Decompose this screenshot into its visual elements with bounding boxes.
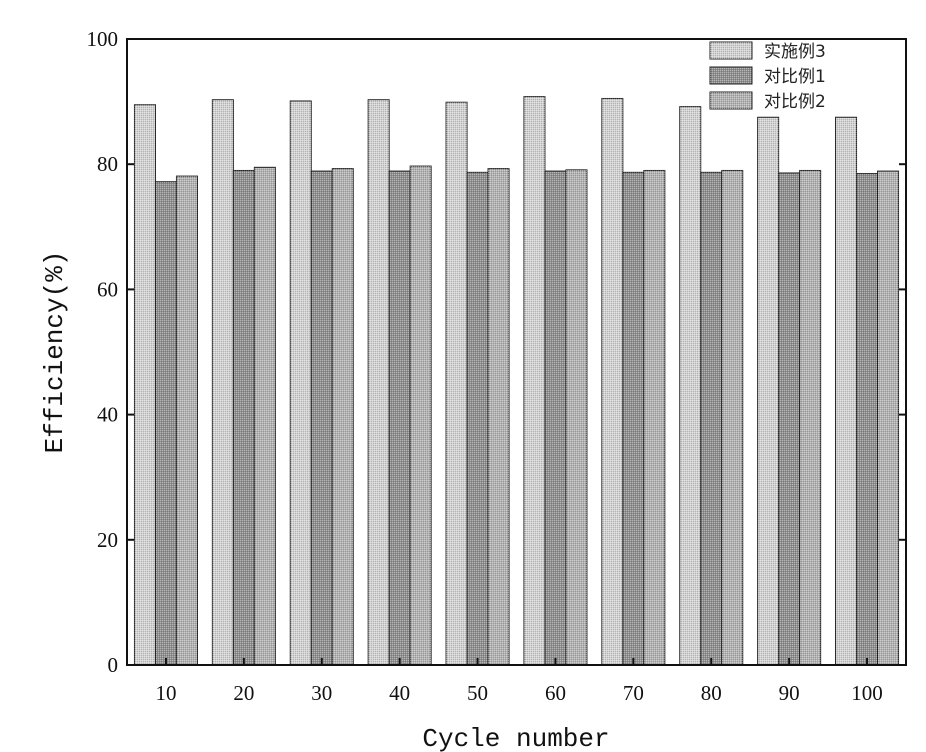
- x-tick-label: 70: [623, 681, 644, 705]
- y-tick-label: 40: [97, 403, 118, 427]
- bar-texture: [332, 169, 353, 665]
- legend-label-3: 对比例2: [764, 92, 826, 112]
- x-tick-label: 20: [233, 681, 254, 705]
- bar-texture: [758, 117, 779, 665]
- bar-texture: [701, 172, 722, 665]
- legend-label-1: 实施例3: [764, 42, 826, 62]
- legend: 实施例3 对比例1 对比例2: [710, 42, 826, 112]
- x-tick-label: 50: [467, 681, 488, 705]
- bar-texture: [176, 176, 197, 665]
- bar-texture: [467, 172, 488, 665]
- y-axis-title: Efficiency(%): [40, 251, 70, 454]
- x-tick-label: 40: [389, 681, 410, 705]
- x-tick-label: 30: [311, 681, 332, 705]
- bar-texture: [566, 170, 587, 665]
- legend-swatch-texture: [710, 67, 752, 84]
- bar-texture: [779, 173, 800, 665]
- bar-texture: [233, 170, 254, 665]
- bar-texture: [368, 100, 389, 665]
- bar-texture: [836, 117, 857, 665]
- bar-texture: [155, 182, 176, 665]
- bars-group: [134, 97, 898, 665]
- x-tick-label: 10: [155, 681, 176, 705]
- y-tick-label: 20: [97, 528, 118, 552]
- bar-texture: [800, 170, 821, 665]
- bar-texture: [410, 166, 431, 665]
- x-tick-label: 90: [779, 681, 800, 705]
- x-tick-label: 80: [701, 681, 722, 705]
- x-axis-title: Cycle number: [422, 724, 609, 752]
- bar-texture: [680, 107, 701, 665]
- y-tick-label: 80: [97, 152, 118, 176]
- bar-texture: [212, 100, 233, 665]
- x-tick-label: 60: [545, 681, 566, 705]
- x-tick-label: 100: [851, 681, 883, 705]
- bar-texture: [545, 171, 566, 665]
- bar-texture: [722, 170, 743, 665]
- y-tick-label: 0: [108, 653, 119, 677]
- bar-texture: [446, 102, 467, 665]
- bar-texture: [878, 171, 899, 665]
- bar-texture: [857, 174, 878, 665]
- bar-texture: [488, 169, 509, 665]
- bar-texture: [524, 97, 545, 665]
- y-tick-label: 60: [97, 277, 118, 301]
- bar-texture: [623, 172, 644, 665]
- bar-texture: [389, 171, 410, 665]
- bar-texture: [134, 105, 155, 665]
- bar-texture: [311, 171, 332, 665]
- bar-texture: [254, 167, 275, 665]
- legend-label-2: 对比例1: [764, 67, 826, 87]
- bar-texture: [290, 101, 311, 665]
- legend-swatch-texture: [710, 42, 752, 59]
- legend-swatch-texture: [710, 92, 752, 109]
- bar-texture: [602, 98, 623, 665]
- bar-texture: [644, 170, 665, 665]
- y-tick-label: 100: [87, 27, 119, 51]
